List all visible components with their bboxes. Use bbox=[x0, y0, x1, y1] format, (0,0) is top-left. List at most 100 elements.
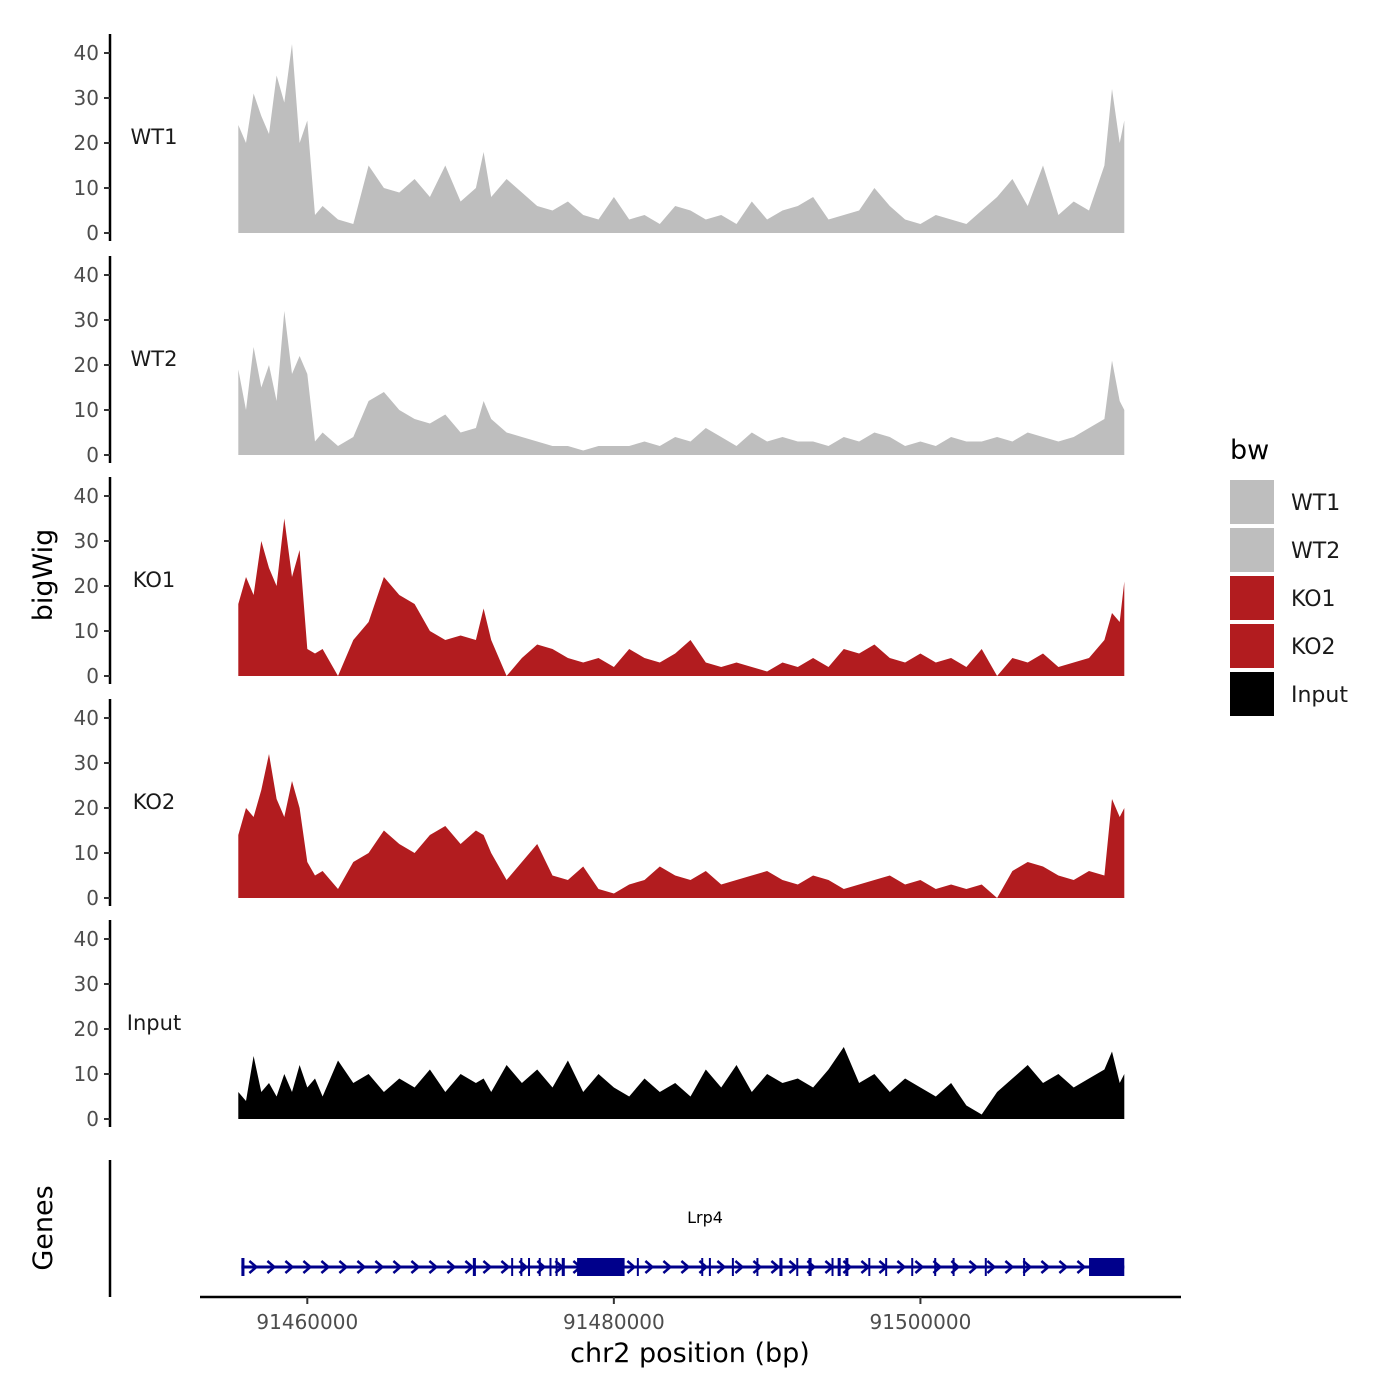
gene-exon bbox=[555, 1258, 558, 1276]
y-tick-label: 10 bbox=[74, 619, 99, 643]
y-tick-label: 0 bbox=[86, 664, 99, 688]
y-tick-label: 30 bbox=[74, 86, 99, 110]
gene-exon bbox=[779, 1258, 783, 1276]
area-ko2 bbox=[238, 754, 1125, 898]
track-input: 0 10 20 30 40 Input bbox=[74, 920, 1125, 1131]
legend-swatch-wt1 bbox=[1230, 480, 1274, 524]
y-tick-label: 20 bbox=[74, 574, 99, 598]
gene-exon bbox=[984, 1258, 987, 1276]
gene-exon bbox=[911, 1258, 914, 1276]
legend-label-wt1: WT1 bbox=[1291, 491, 1340, 516]
y-tick-label: 10 bbox=[74, 1062, 99, 1086]
legend-swatch-ko1 bbox=[1230, 576, 1274, 620]
track-label-wt1: WT1 bbox=[131, 125, 178, 149]
strand-arrow bbox=[896, 1260, 907, 1274]
strand-arrow bbox=[644, 1260, 655, 1274]
track-label-input: Input bbox=[127, 1011, 181, 1035]
gene-exon bbox=[520, 1258, 523, 1276]
strand-arrow bbox=[338, 1260, 349, 1274]
y-tick-label: 10 bbox=[74, 176, 99, 200]
gene-exon bbox=[577, 1258, 625, 1276]
strand-arrow bbox=[1058, 1260, 1069, 1274]
gene-exon bbox=[561, 1258, 565, 1276]
legend-label-wt2: WT2 bbox=[1291, 539, 1340, 564]
gene-exon bbox=[934, 1258, 937, 1276]
gene-exon bbox=[885, 1258, 888, 1276]
gene-exon bbox=[472, 1258, 476, 1276]
strand-arrow bbox=[482, 1260, 493, 1274]
legend-swatch-ko2 bbox=[1230, 624, 1274, 668]
strand-arrow bbox=[284, 1260, 295, 1274]
strand-arrow bbox=[752, 1260, 763, 1274]
gene-exon bbox=[868, 1258, 871, 1276]
gene-exon bbox=[796, 1258, 799, 1276]
track-label-ko2: KO2 bbox=[133, 790, 176, 814]
track-wt2: 0 10 20 30 40 WT2 bbox=[74, 256, 1125, 467]
y-axis-title: bigWig bbox=[28, 529, 59, 622]
gene-exon bbox=[549, 1258, 552, 1276]
track-ko1: 0 10 20 30 40 KO1 bbox=[74, 477, 1125, 688]
x-tick-label: 91460000 bbox=[256, 1310, 358, 1334]
strand-arrow bbox=[464, 1260, 475, 1274]
strand-arrow bbox=[392, 1260, 403, 1274]
strand-arrow bbox=[446, 1260, 457, 1274]
strand-arrow bbox=[626, 1260, 637, 1274]
x-tick-label: 91480000 bbox=[563, 1310, 665, 1334]
strand-arrow bbox=[986, 1260, 997, 1274]
legend-label-ko2: KO2 bbox=[1291, 635, 1336, 660]
bigwig-tracks: 0 10 20 30 40 WT1 0 10 20 30 40 WT2 0 10 20 30 40 KO1 0 10 2… bbox=[74, 34, 1125, 1131]
y-tick-label: 30 bbox=[74, 751, 99, 775]
gene-exon bbox=[731, 1258, 734, 1276]
legend-label-ko1: KO1 bbox=[1291, 587, 1336, 612]
area-wt2 bbox=[238, 311, 1125, 455]
gene-exon bbox=[241, 1258, 245, 1276]
legend: bw WT1 WT2 KO1 KO2 Input bbox=[1230, 435, 1348, 716]
y-tick-label: 30 bbox=[74, 308, 99, 332]
gene-exon bbox=[756, 1258, 759, 1276]
strand-arrow bbox=[968, 1260, 979, 1274]
gene-exon bbox=[708, 1258, 711, 1276]
strand-arrow bbox=[680, 1260, 691, 1274]
y-tick-label: 0 bbox=[86, 221, 99, 245]
gene-exon bbox=[837, 1258, 841, 1276]
strand-arrow bbox=[302, 1260, 313, 1274]
strand-arrow bbox=[374, 1260, 385, 1274]
area-ko1 bbox=[238, 518, 1125, 676]
track-label-ko1: KO1 bbox=[133, 568, 176, 592]
y-tick-label: 10 bbox=[74, 841, 99, 865]
gene-exon bbox=[636, 1258, 639, 1276]
strand-arrow bbox=[662, 1260, 673, 1274]
gene-track: Lrp4 91460000 91480000 91500000 bbox=[108, 1160, 1181, 1334]
area-input bbox=[238, 1047, 1125, 1119]
strand-arrow bbox=[1076, 1260, 1087, 1274]
strand-arrow bbox=[1022, 1260, 1033, 1274]
y-tick-label: 10 bbox=[74, 398, 99, 422]
gene-exon bbox=[808, 1258, 812, 1276]
strand-arrow bbox=[428, 1260, 439, 1274]
legend-swatch-wt2 bbox=[1230, 528, 1274, 572]
gene-name-label: Lrp4 bbox=[687, 1208, 723, 1227]
y-tick-label: 20 bbox=[74, 353, 99, 377]
x-tick-label: 91500000 bbox=[870, 1310, 972, 1334]
strand-arrow bbox=[266, 1260, 277, 1274]
y-tick-label: 0 bbox=[86, 443, 99, 467]
strand-arrow bbox=[1004, 1260, 1015, 1274]
gene-exon bbox=[701, 1258, 704, 1276]
legend-title: bw bbox=[1230, 435, 1269, 466]
y-tick-label: 20 bbox=[74, 1017, 99, 1041]
y-tick-label: 0 bbox=[86, 886, 99, 910]
strand-arrow bbox=[320, 1260, 331, 1274]
y-tick-label: 40 bbox=[74, 41, 99, 65]
gene-exon bbox=[1023, 1258, 1026, 1276]
y-tick-label: 20 bbox=[74, 131, 99, 155]
y-tick-label: 30 bbox=[74, 972, 99, 996]
strand-arrow bbox=[248, 1260, 259, 1274]
strand-arrow bbox=[716, 1260, 727, 1274]
strand-arrow bbox=[734, 1260, 745, 1274]
y-tick-label: 20 bbox=[74, 796, 99, 820]
area-wt1 bbox=[238, 44, 1125, 233]
strand-arrow bbox=[410, 1260, 421, 1274]
gene-exon bbox=[845, 1258, 849, 1276]
gene-exon bbox=[528, 1258, 531, 1276]
gene-exon bbox=[538, 1258, 541, 1276]
